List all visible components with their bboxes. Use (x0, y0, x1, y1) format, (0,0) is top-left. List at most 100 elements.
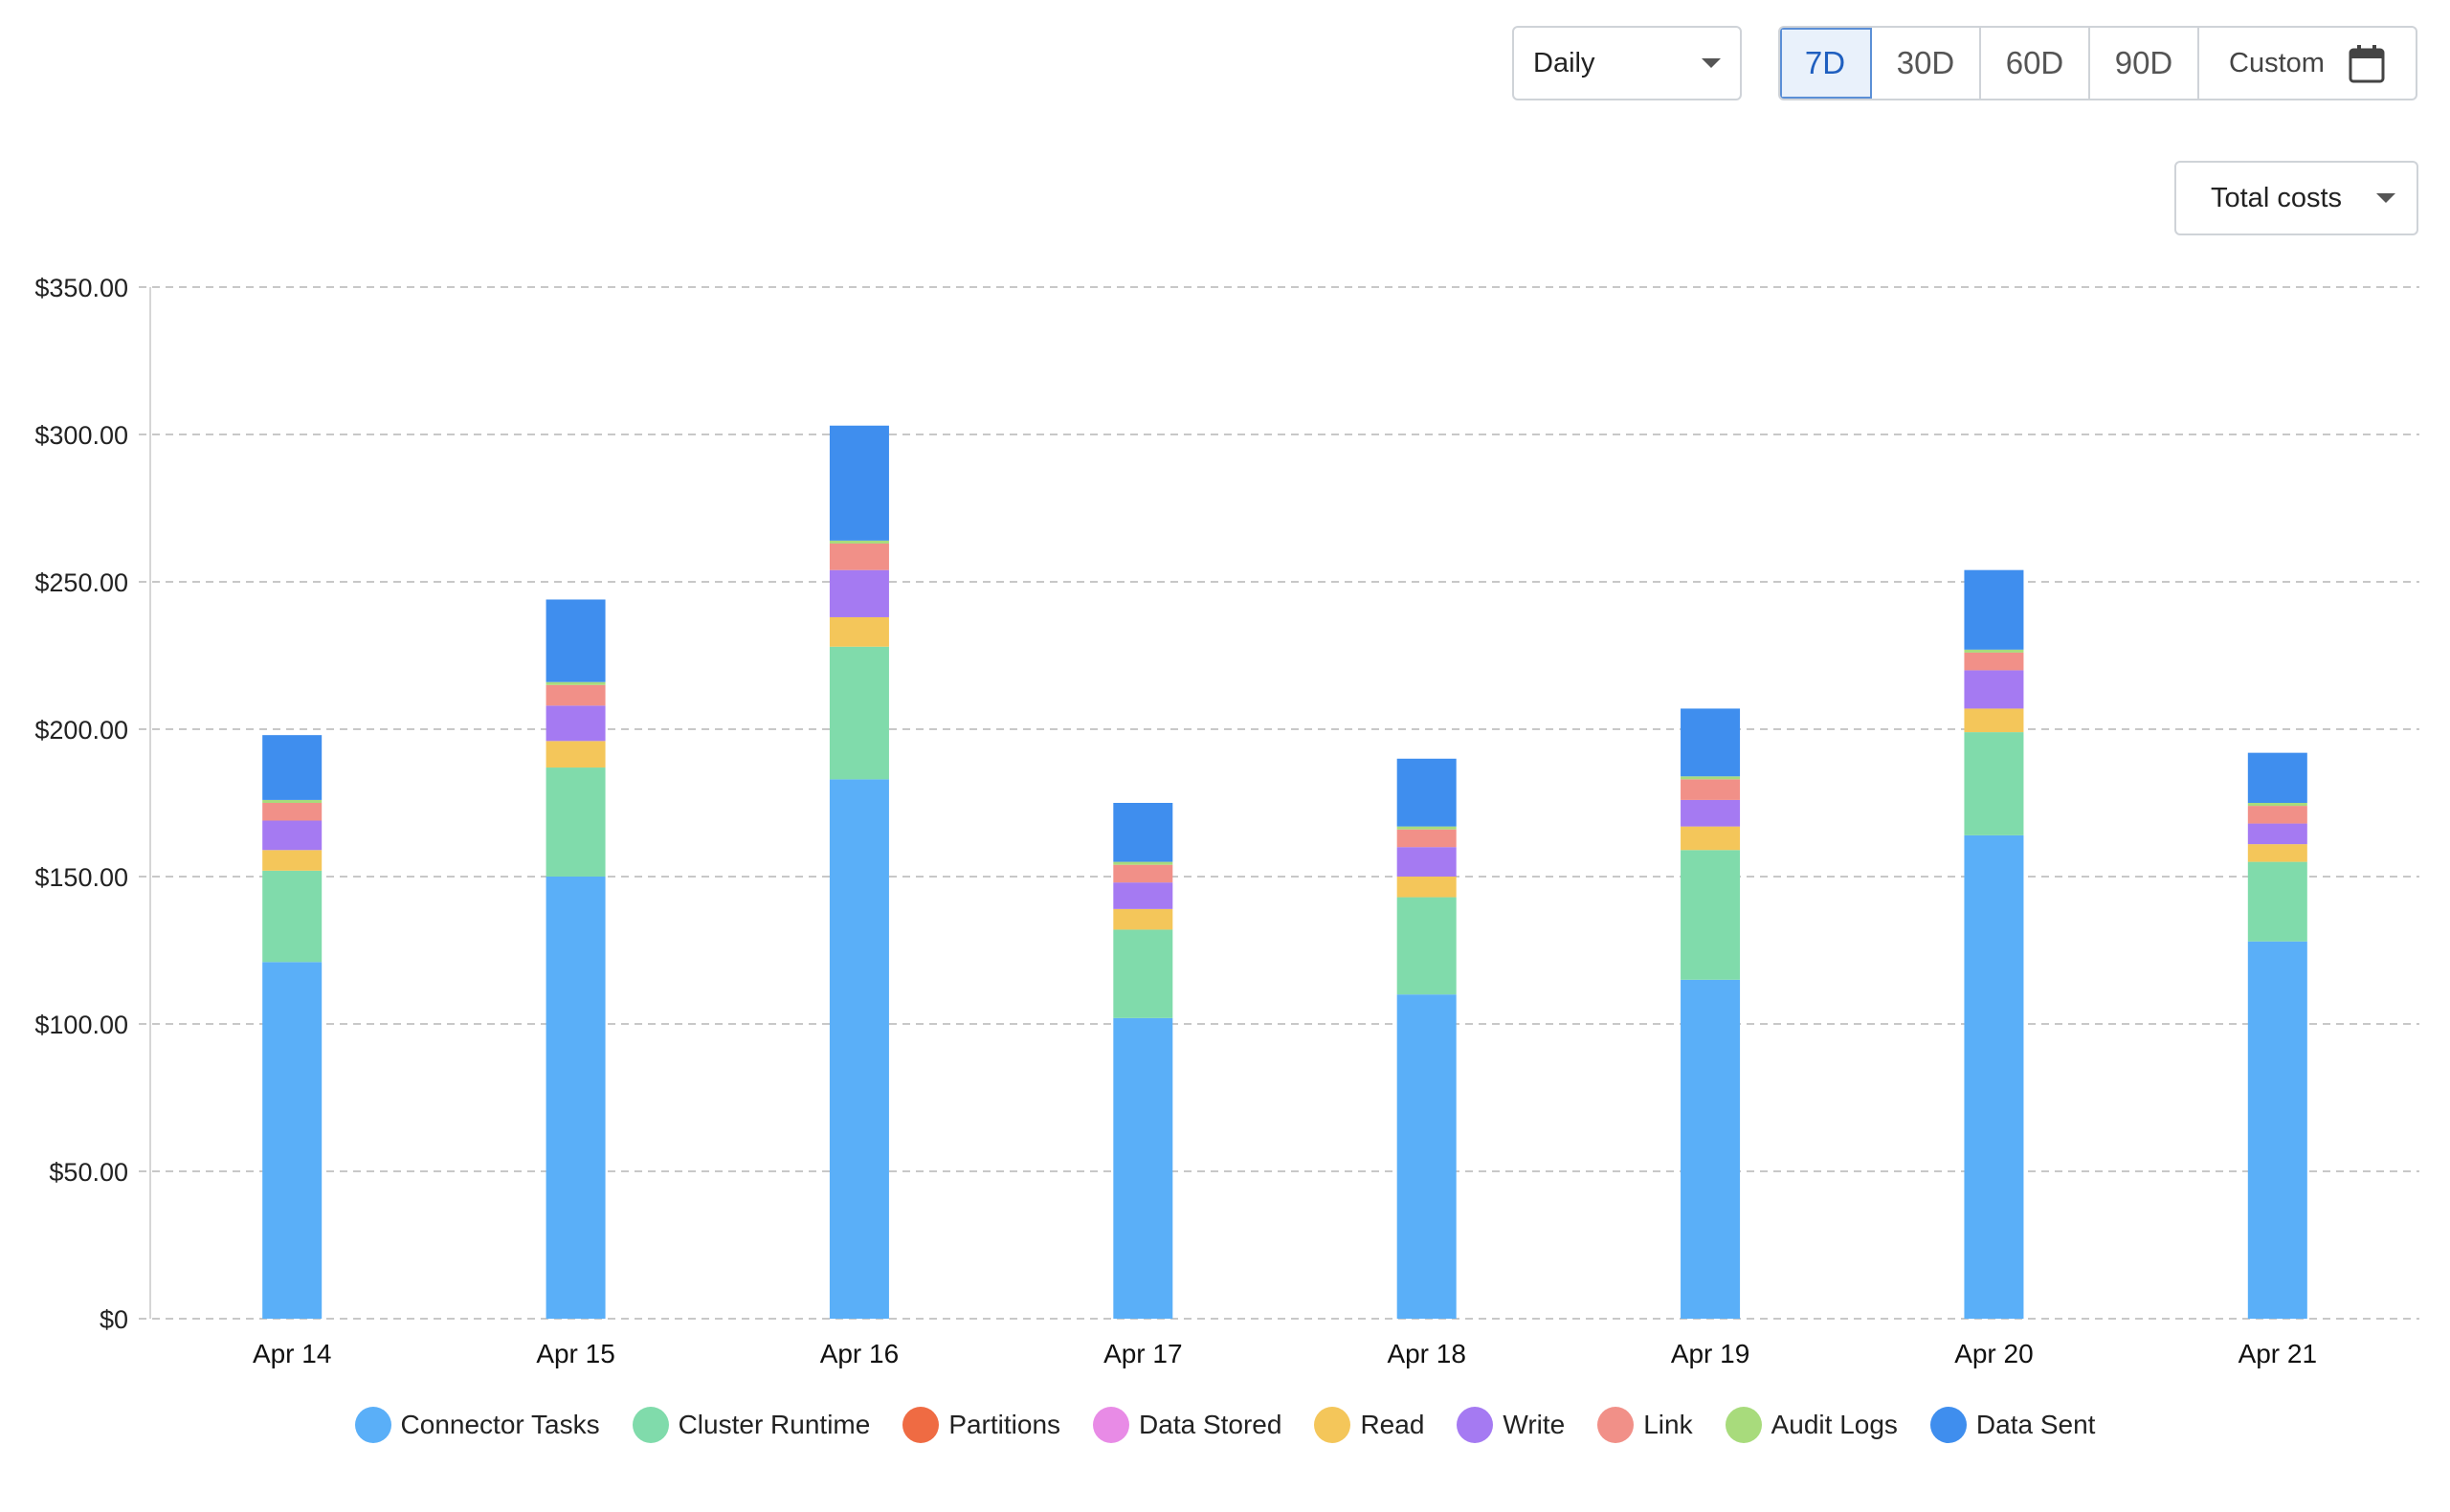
legend-swatch (1457, 1407, 1494, 1443)
bar-segment-link (1396, 829, 1457, 848)
bar-segment-read (1113, 908, 1173, 930)
legend-label: Cluster Runtime (678, 1410, 871, 1439)
legend-item[interactable]: Connector Tasks (354, 1407, 600, 1443)
stacked-cost-chart: $0 $50.00 $100.00 $150.00 $200.00 $250.00 $300… (34, 274, 2419, 1368)
bar-segment-link (2247, 806, 2307, 824)
chart-legend: Connector Tasks Cluster Runtime Partitions… (0, 1407, 2450, 1443)
bar-segment-data-sent (1396, 758, 1457, 827)
x-tick-label: Apr 16 (820, 1339, 900, 1368)
bar-segment-data-sent (262, 735, 323, 800)
legend-item[interactable]: Data Sent (1929, 1407, 2096, 1443)
legend-item[interactable]: Audit Logs (1725, 1407, 1898, 1443)
range-30d-button[interactable]: 30D (1872, 28, 1981, 99)
bar-segment-data-sent (1964, 569, 2024, 650)
bar-segment-cluster-runtime (1681, 850, 1741, 980)
bar-segment-read (2247, 844, 2307, 862)
chevron-down-icon (2376, 193, 2395, 203)
bar-segment-connector-tasks (1681, 979, 1741, 1319)
bar-segment-write (1681, 799, 1741, 827)
y-tick-label: $200.00 (34, 716, 128, 745)
y-tick-label: $50.00 (49, 1158, 128, 1187)
bar-segment-audit-logs (1964, 649, 2024, 653)
custom-range-button[interactable]: Custom (2199, 28, 2416, 99)
legend-swatch (1929, 1407, 1967, 1443)
bar-segment-connector-tasks (1113, 1017, 1173, 1319)
legend-label: Read (1360, 1410, 1425, 1439)
range-7d-button[interactable]: 7D (1780, 28, 1872, 99)
metric-value: Total costs (2211, 182, 2342, 213)
bar-segment-read (546, 741, 606, 768)
bar-segment-audit-logs (262, 799, 323, 803)
bar-segment-data-sent (2247, 752, 2307, 803)
legend-swatch (632, 1407, 669, 1443)
bar-segment-cluster-runtime (546, 767, 606, 877)
x-tick-label: Apr 20 (1954, 1339, 2034, 1368)
bar-segment-cluster-runtime (1964, 732, 2024, 835)
legend-item[interactable]: Data Stored (1093, 1407, 1281, 1443)
y-tick-label: $350.00 (34, 274, 128, 302)
metric-select[interactable]: Total costs (2174, 161, 2418, 235)
legend-label: Write (1503, 1410, 1566, 1439)
bar-segment-audit-logs (2247, 803, 2307, 807)
bar-segment-data-sent (1681, 708, 1741, 777)
bar-segment-link (1113, 864, 1173, 883)
y-tick-label: $250.00 (34, 568, 128, 597)
granularity-select[interactable]: Daily (1512, 26, 1742, 100)
bar-segment-connector-tasks (546, 877, 606, 1319)
bar-segment-link (1964, 652, 2024, 671)
chevron-down-icon (1702, 58, 1721, 68)
bar-segment-connector-tasks (2247, 941, 2307, 1319)
legend-swatch (354, 1407, 391, 1443)
bar-segment-audit-logs (546, 681, 606, 685)
legend-swatch (1597, 1407, 1635, 1443)
bar-segment-audit-logs (1113, 861, 1173, 865)
legend-label: Link (1643, 1410, 1693, 1439)
x-tick-label: Apr 14 (253, 1339, 332, 1368)
bar-segment-link (262, 803, 323, 821)
bar-segment-audit-logs (1681, 776, 1741, 780)
bar-segment-write (1396, 847, 1457, 877)
legend-label: Data Stored (1139, 1410, 1282, 1439)
custom-range-label: Custom (2229, 47, 2325, 78)
y-tick-label: $100.00 (34, 1011, 128, 1039)
bar-segment-connector-tasks (1396, 994, 1457, 1319)
legend-swatch (902, 1407, 940, 1443)
date-range-group: 7D 30D 60D 90D Custom (1778, 26, 2417, 100)
bar-segment-read (829, 616, 889, 647)
bar-segment-read (1681, 826, 1741, 851)
bar-segment-data-sent (829, 425, 889, 541)
legend-swatch (1093, 1407, 1130, 1443)
bar-segment-cluster-runtime (2247, 861, 2307, 942)
bar-segment-write (1964, 670, 2024, 709)
bar-segment-read (262, 850, 323, 871)
legend-label: Connector Tasks (400, 1410, 600, 1439)
legend-item[interactable]: Cluster Runtime (632, 1407, 871, 1443)
legend-item[interactable]: Write (1457, 1407, 1565, 1443)
bar-segment-cluster-runtime (1113, 929, 1173, 1018)
bar-segment-audit-logs (1396, 826, 1457, 830)
legend-label: Partitions (948, 1410, 1061, 1439)
bar-segment-cluster-runtime (829, 646, 889, 780)
bar-segment-link (546, 684, 606, 706)
legend-label: Data Sent (1975, 1410, 2096, 1439)
legend-item[interactable]: Link (1597, 1407, 1693, 1443)
legend-item[interactable]: Partitions (902, 1407, 1060, 1443)
bar-segment-link (1681, 779, 1741, 800)
x-tick-label: Apr 19 (1671, 1339, 1750, 1368)
y-tick-label: $150.00 (34, 863, 128, 892)
legend-item[interactable]: Read (1314, 1407, 1424, 1443)
range-60d-button[interactable]: 60D (1981, 28, 2090, 99)
x-tick-label: Apr 15 (536, 1339, 615, 1368)
bar-segment-data-sent (546, 599, 606, 682)
bar-segment-read (1964, 708, 2024, 733)
x-tick-label: Apr 18 (1387, 1339, 1466, 1368)
bar-segment-connector-tasks (829, 779, 889, 1319)
bar-segment-connector-tasks (1964, 834, 2024, 1319)
range-90d-button[interactable]: 90D (2090, 28, 2199, 99)
legend-swatch (1314, 1407, 1351, 1443)
legend-swatch (1725, 1407, 1762, 1443)
y-tick-label: $0 (100, 1305, 128, 1334)
legend-label: Audit Logs (1771, 1410, 1898, 1439)
bar-segment-link (829, 543, 889, 570)
bar-segment-write (1113, 882, 1173, 909)
